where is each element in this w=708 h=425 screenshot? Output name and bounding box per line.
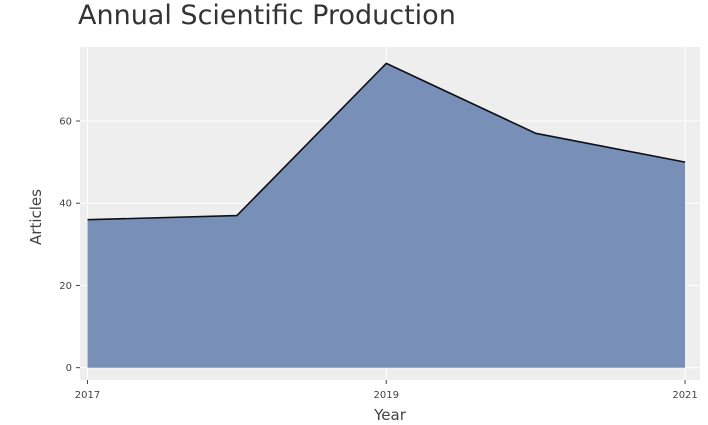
x-axis-title: Year xyxy=(373,406,407,424)
chart-title: Annual Scientific Production xyxy=(78,0,456,31)
x-axis-ticks: 2017 2019 2021 xyxy=(75,380,698,401)
x-tick-label-2021: 2021 xyxy=(672,390,697,401)
area-series-fill xyxy=(87,63,686,368)
y-tick-label-40: 40 xyxy=(59,199,72,210)
y-axis-title: Articles xyxy=(27,189,45,245)
x-tick-label-2017: 2017 xyxy=(75,390,100,401)
y-axis-ticks: 0 20 40 60 xyxy=(59,117,80,374)
y-tick-label-20: 20 xyxy=(59,281,72,292)
y-tick-label-60: 60 xyxy=(59,117,72,128)
area-series-line xyxy=(87,62,686,221)
x-tick-label-2019: 2019 xyxy=(374,390,399,401)
y-tick-label-0: 0 xyxy=(66,363,72,374)
